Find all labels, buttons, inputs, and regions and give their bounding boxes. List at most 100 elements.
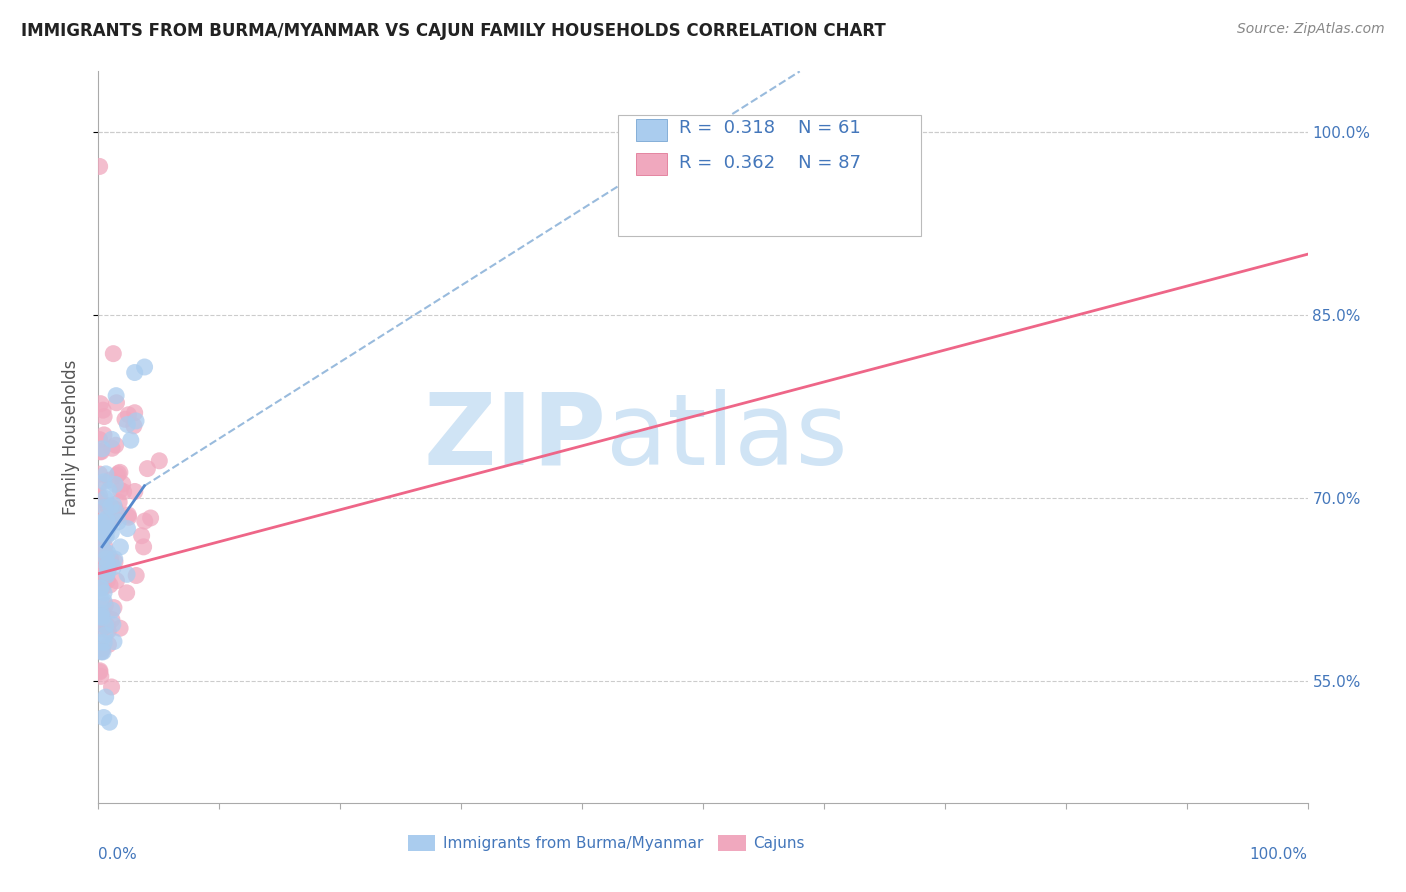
- Point: [108, 621, 131, 635]
- Point: [93, 539, 115, 553]
- Point: [91, 616, 114, 631]
- Point: [103, 634, 125, 648]
- Point: [91, 641, 114, 656]
- Point: [114, 412, 136, 426]
- Point: [91, 543, 114, 558]
- Point: [103, 498, 125, 512]
- Text: Source: ZipAtlas.com: Source: ZipAtlas.com: [1237, 22, 1385, 37]
- Point: [93, 475, 115, 489]
- Point: [98, 473, 121, 487]
- Point: [94, 491, 117, 506]
- Point: [90, 608, 112, 623]
- Point: [107, 467, 129, 481]
- Point: [90, 516, 112, 530]
- Point: [96, 566, 118, 580]
- Point: [96, 530, 118, 544]
- Point: [108, 466, 131, 480]
- Point: [91, 403, 114, 417]
- Point: [104, 438, 127, 452]
- Point: [105, 506, 128, 520]
- Point: [93, 635, 115, 649]
- Point: [89, 433, 111, 447]
- Point: [94, 514, 117, 528]
- Point: [97, 624, 120, 638]
- Point: [125, 568, 148, 582]
- Point: [107, 515, 129, 529]
- Point: [94, 551, 117, 566]
- Point: [97, 514, 120, 528]
- Point: [90, 445, 112, 459]
- Point: [89, 476, 111, 491]
- Point: [124, 484, 146, 499]
- Point: [90, 538, 112, 552]
- Point: [91, 581, 114, 595]
- Point: [103, 346, 125, 360]
- Point: [89, 444, 111, 458]
- Point: [111, 476, 134, 491]
- Point: [103, 600, 125, 615]
- Point: [90, 644, 112, 658]
- Point: [120, 433, 142, 447]
- Point: [90, 645, 112, 659]
- FancyBboxPatch shape: [637, 119, 666, 141]
- Text: atlas: atlas: [606, 389, 848, 485]
- Point: [93, 710, 115, 724]
- Text: 0.0%: 0.0%: [98, 847, 138, 862]
- Text: 100.0%: 100.0%: [1250, 847, 1308, 862]
- Point: [89, 530, 111, 544]
- Point: [93, 576, 115, 591]
- Point: [139, 511, 162, 525]
- Point: [90, 609, 112, 624]
- Point: [91, 516, 114, 530]
- Point: [94, 516, 117, 531]
- Point: [100, 551, 122, 566]
- Point: [91, 442, 114, 456]
- Point: [136, 461, 159, 475]
- Point: [96, 558, 118, 573]
- Point: [132, 540, 155, 554]
- Point: [96, 568, 118, 582]
- Point: [94, 690, 117, 704]
- Point: [93, 594, 115, 608]
- Text: IMMIGRANTS FROM BURMA/MYANMAR VS CAJUN FAMILY HOUSEHOLDS CORRELATION CHART: IMMIGRANTS FROM BURMA/MYANMAR VS CAJUN F…: [21, 22, 886, 40]
- Point: [117, 510, 139, 524]
- Point: [96, 574, 118, 588]
- Point: [101, 508, 124, 523]
- Point: [104, 555, 127, 569]
- Point: [94, 467, 117, 481]
- Point: [124, 406, 146, 420]
- Point: [91, 614, 114, 628]
- Point: [89, 467, 111, 482]
- Point: [93, 409, 115, 424]
- Point: [100, 555, 122, 569]
- Point: [104, 511, 127, 525]
- Point: [90, 669, 112, 683]
- Point: [117, 417, 139, 432]
- Point: [105, 468, 128, 483]
- Point: [97, 546, 120, 560]
- Point: [91, 531, 114, 545]
- Point: [112, 484, 135, 499]
- Point: [105, 389, 128, 403]
- Point: [124, 366, 146, 380]
- FancyBboxPatch shape: [619, 115, 921, 235]
- Point: [94, 527, 117, 541]
- Point: [89, 533, 111, 547]
- Point: [89, 492, 111, 507]
- Point: [91, 533, 114, 547]
- Point: [101, 433, 124, 447]
- Point: [104, 477, 127, 491]
- Text: ZIP: ZIP: [423, 389, 606, 485]
- Legend: Immigrants from Burma/Myanmar, Cajuns: Immigrants from Burma/Myanmar, Cajuns: [402, 830, 811, 857]
- Point: [97, 561, 120, 575]
- Point: [96, 515, 118, 529]
- Point: [134, 514, 156, 528]
- Point: [94, 599, 117, 613]
- Point: [103, 560, 125, 574]
- Point: [131, 529, 153, 543]
- Point: [110, 483, 132, 498]
- Point: [115, 567, 138, 582]
- Point: [90, 516, 112, 531]
- Text: R =  0.362    N = 87: R = 0.362 N = 87: [679, 153, 860, 172]
- Point: [91, 606, 114, 620]
